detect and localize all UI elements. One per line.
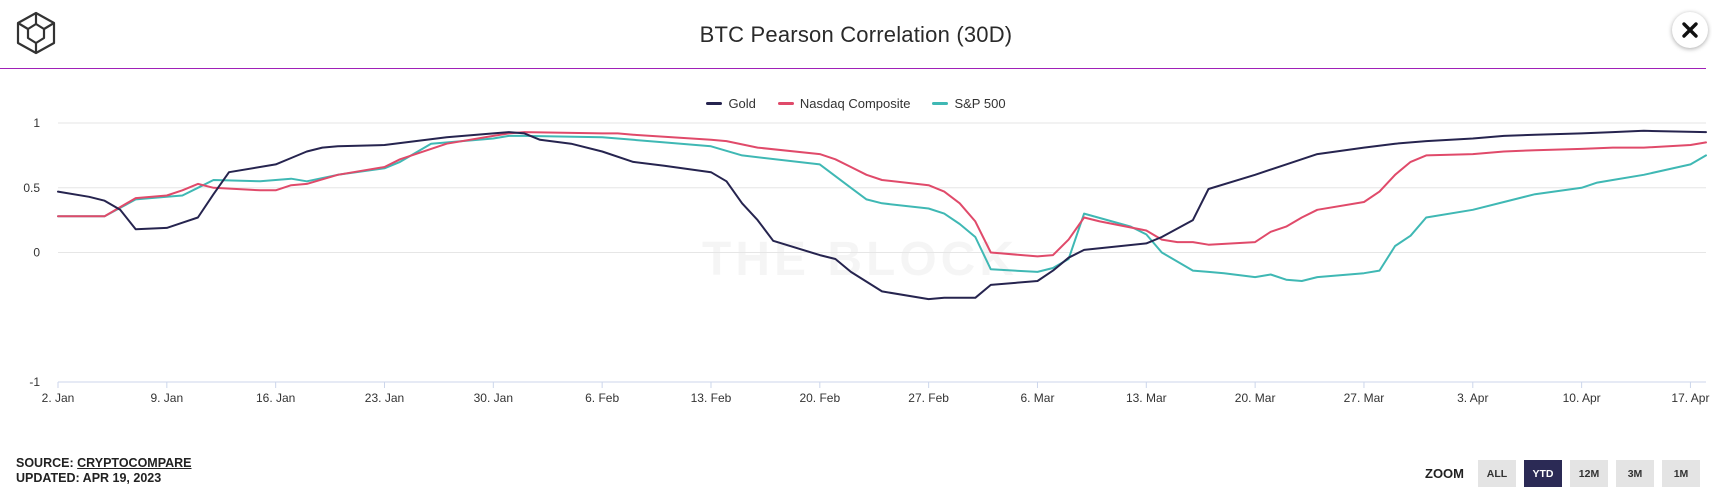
x-tick-label: 10. Apr [1563, 391, 1601, 405]
x-tick-label: 13. Feb [691, 391, 732, 405]
zoom-all-button[interactable]: ALL [1478, 460, 1516, 487]
y-tick-label: 0.5 [23, 181, 40, 195]
source-label: SOURCE: [16, 456, 74, 470]
y-tick-label: 0 [33, 246, 40, 260]
zoom-12m-button[interactable]: 12M [1570, 460, 1608, 487]
legend-item-sp500[interactable]: S&P 500 [932, 96, 1006, 111]
source-line: SOURCE: CRYPTOCOMPARE [16, 456, 192, 471]
zoom-3m-button[interactable]: 3M [1616, 460, 1654, 487]
chart-legend: Gold Nasdaq Composite S&P 500 [0, 96, 1712, 111]
updated-date: UPDATED: APR 19, 2023 [16, 471, 162, 485]
x-tick-label: 23. Jan [365, 391, 404, 405]
x-tick-label: 17. Apr [1671, 391, 1709, 405]
x-tick-label: 6. Mar [1020, 391, 1054, 405]
x-tick-label: 16. Jan [256, 391, 295, 405]
close-x-icon [1682, 22, 1698, 38]
legend-item-nasdaq[interactable]: Nasdaq Composite [777, 96, 911, 111]
x-tick-label: 9. Jan [150, 391, 183, 405]
x-tick-label: 27. Mar [1344, 391, 1385, 405]
zoom-ytd-button[interactable]: YTD [1524, 460, 1562, 487]
y-tick-label: 1 [33, 116, 40, 130]
header-divider [0, 68, 1706, 69]
x-tick-label: 20. Mar [1235, 391, 1276, 405]
x-tick-label: 30. Jan [474, 391, 513, 405]
x-tick-label: 2. Jan [42, 391, 75, 405]
series-line-gold[interactable] [57, 129, 1707, 301]
zoom-1m-button[interactable]: 1M [1662, 460, 1700, 487]
series-line-nasdaq-composite[interactable] [57, 131, 1707, 258]
close-button[interactable] [1672, 12, 1708, 48]
x-tick-label: 6. Feb [585, 391, 619, 405]
legend-swatch [932, 102, 949, 105]
legend-label: Gold [728, 96, 756, 111]
zoom-label: ZOOM [1425, 466, 1464, 481]
the-block-logo-icon [16, 11, 56, 55]
x-tick-label: 20. Feb [799, 391, 840, 405]
legend-item-gold[interactable]: Gold [706, 96, 756, 111]
y-tick-label: -1 [29, 375, 40, 389]
chart-title: BTC Pearson Correlation (30D) [699, 22, 1013, 47]
source-link[interactable]: CRYPTOCOMPARE [77, 456, 192, 470]
zoom-controls: ZOOM ALL YTD 12M 3M 1M [1425, 460, 1700, 487]
x-tick-label: 13. Mar [1126, 391, 1167, 405]
x-tick-label: 3. Apr [1457, 391, 1488, 405]
legend-swatch [706, 102, 723, 105]
x-tick-label: 27. Feb [908, 391, 949, 405]
source-footer: SOURCE: CRYPTOCOMPARE UPDATED: APR 19, 2… [16, 456, 192, 486]
legend-label: S&P 500 [954, 96, 1006, 111]
legend-swatch [777, 102, 794, 105]
series-line-s-p-500[interactable] [57, 134, 1707, 282]
legend-label: Nasdaq Composite [799, 96, 911, 111]
